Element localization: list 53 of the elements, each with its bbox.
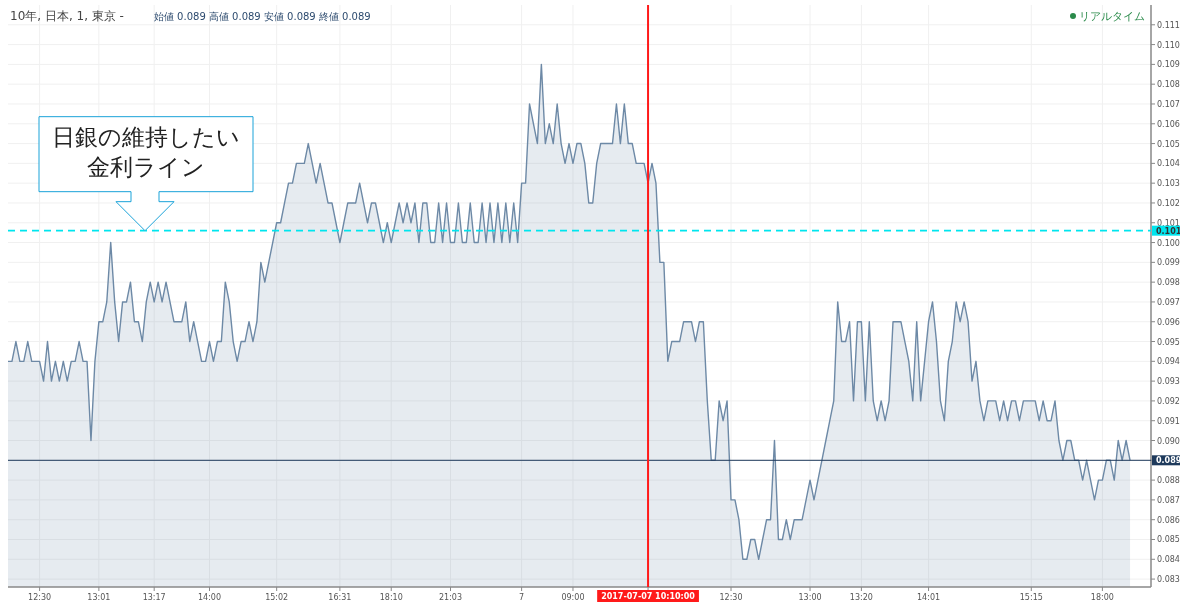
ref-line: 0.101 [7,225,1180,236]
y-tick-label: 0.100 [1157,238,1180,248]
y-tick-label: 0.099 [1157,258,1180,268]
y-tick-label: 0.084 [1157,555,1180,565]
y-tick-label: 0.085 [1157,535,1180,545]
y-tick-label: 0.105 [1157,139,1180,149]
y-tick-label: 0.096 [1157,317,1180,327]
y-tick-label: 0.107 [1157,99,1180,109]
y-tick-label: 0.093 [1157,377,1180,387]
note: リアルタイム [1070,10,1145,22]
y-tick-label: 0.111 [1157,20,1180,30]
y-tick-label: 0.092 [1157,396,1180,406]
y-tick-label: 0.108 [1157,80,1180,90]
x-tick-label: 14:00 [197,593,222,602]
y-tick-label: 0.086 [1157,515,1180,525]
x-tick-label: 13:01 [87,593,111,602]
y-tick-label: 0.094 [1157,357,1180,367]
y-tick-label: 0.103 [1157,179,1180,189]
y-tick-label: 0.110 [1157,40,1180,50]
annotation: 日銀の維持したい金利ライン [52,123,240,180]
text: 始値 0.089 高値 0.089 安値 0.089 終値 0.089 [153,11,371,22]
y-tick-label: 0.087 [1157,495,1180,505]
callout: 日銀の維持したい金利ライン [38,116,254,232]
ref-line-label: 0.089 [1156,456,1180,466]
y-tick-label: 0.091 [1157,416,1180,426]
x-tick-label: 16:31 [328,593,352,602]
x-tick-label: 7 [519,593,525,602]
x-tick-label: 15:15 [1019,593,1043,602]
x-tick-label: 13:17 [142,593,166,602]
x-tick-label: 13:00 [798,593,822,602]
x-tick-label: 13:20 [849,593,873,602]
y-tick-label: 0.104 [1157,159,1180,169]
x-tick-label: 18:00 [1090,593,1114,602]
y-tick-label: 0.106 [1157,119,1180,129]
y-tick-label: 0.102 [1157,198,1180,208]
ref-line: 0.089 [7,455,1180,466]
x-tick-label: 15:02 [265,593,289,602]
chart-title: 10年, 日本, 1, 東京 - [10,9,124,23]
x-tick-label: 2017-07-07 10:10:00 [601,592,696,601]
y-tick-label: 0.098 [1157,278,1180,288]
x-tick-label: 12:30 [28,593,52,602]
y-tick-label: 0.101 [1157,218,1180,228]
y-tick-label: 0.088 [1157,476,1180,486]
x-tick-label: 09:00 [561,593,585,602]
y-tick-label: 0.109 [1157,60,1180,70]
y-tick-label: 0.090 [1157,436,1180,446]
x-tick-label: 18:10 [379,593,403,602]
y-tick-label: 0.083 [1157,575,1180,585]
x-tick-label: 21:03 [438,593,463,602]
y-tick-label: 0.097 [1157,297,1180,307]
x-tick-label: 12:30 [719,593,743,602]
x-tick-label: 14:01 [917,593,941,602]
y-tick-label: 0.095 [1157,337,1180,347]
